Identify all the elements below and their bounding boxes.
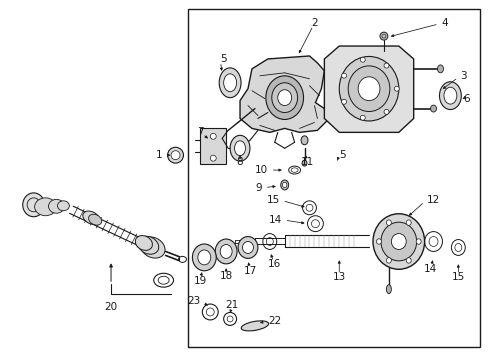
Text: 5: 5: [220, 54, 226, 64]
Ellipse shape: [138, 236, 159, 254]
Ellipse shape: [347, 66, 389, 112]
Text: 4: 4: [441, 18, 447, 28]
Text: 3: 3: [459, 71, 466, 81]
Ellipse shape: [393, 86, 399, 91]
Text: 19: 19: [193, 276, 206, 286]
Ellipse shape: [230, 135, 249, 161]
Text: 15: 15: [451, 272, 464, 282]
Text: 2: 2: [310, 18, 317, 28]
Ellipse shape: [282, 182, 286, 188]
Text: 11: 11: [300, 157, 313, 167]
Ellipse shape: [265, 76, 303, 120]
Ellipse shape: [339, 57, 398, 121]
Ellipse shape: [192, 244, 216, 271]
Text: 8: 8: [236, 157, 243, 167]
Text: 5: 5: [339, 150, 345, 160]
Ellipse shape: [301, 136, 307, 145]
Ellipse shape: [443, 87, 456, 104]
Text: 20: 20: [104, 302, 117, 312]
Ellipse shape: [406, 220, 410, 225]
Text: 12: 12: [426, 195, 439, 205]
Ellipse shape: [82, 211, 100, 224]
Ellipse shape: [210, 133, 216, 139]
Text: 23: 23: [187, 296, 200, 306]
Text: 6: 6: [462, 94, 469, 104]
Text: 18: 18: [219, 271, 232, 281]
Ellipse shape: [372, 214, 424, 269]
Ellipse shape: [386, 285, 390, 294]
Ellipse shape: [341, 99, 346, 104]
Text: 7: 7: [197, 127, 203, 138]
Ellipse shape: [167, 147, 183, 163]
Ellipse shape: [360, 115, 365, 120]
Ellipse shape: [386, 258, 390, 263]
Ellipse shape: [238, 237, 257, 258]
Ellipse shape: [429, 105, 436, 112]
Ellipse shape: [437, 65, 443, 73]
Ellipse shape: [171, 151, 180, 159]
Text: 10: 10: [254, 165, 267, 175]
Text: 1: 1: [156, 150, 163, 160]
Ellipse shape: [234, 141, 245, 156]
Ellipse shape: [220, 244, 232, 258]
Ellipse shape: [135, 235, 152, 250]
Ellipse shape: [415, 239, 420, 244]
Ellipse shape: [219, 68, 241, 98]
Ellipse shape: [380, 222, 416, 261]
Ellipse shape: [360, 57, 365, 62]
Ellipse shape: [379, 32, 387, 40]
Text: 21: 21: [225, 300, 238, 310]
Bar: [200, 129, 225, 164]
Ellipse shape: [223, 74, 236, 92]
Ellipse shape: [88, 214, 102, 225]
Ellipse shape: [35, 198, 56, 216]
Ellipse shape: [57, 201, 69, 211]
Text: 9: 9: [255, 183, 262, 193]
Ellipse shape: [241, 321, 268, 331]
Text: 22: 22: [267, 316, 281, 326]
Ellipse shape: [153, 273, 173, 287]
Ellipse shape: [140, 237, 165, 258]
Ellipse shape: [386, 220, 390, 225]
Text: 17: 17: [243, 266, 256, 276]
Ellipse shape: [280, 180, 288, 190]
Ellipse shape: [48, 199, 64, 213]
Ellipse shape: [383, 109, 388, 114]
Ellipse shape: [22, 193, 44, 217]
Text: 16: 16: [267, 259, 281, 269]
Ellipse shape: [341, 73, 346, 78]
Ellipse shape: [376, 239, 381, 244]
Ellipse shape: [439, 82, 460, 109]
Text: 13: 13: [332, 272, 345, 282]
Polygon shape: [240, 56, 326, 132]
Ellipse shape: [277, 90, 291, 105]
Ellipse shape: [383, 63, 388, 68]
Text: 14: 14: [423, 264, 436, 274]
Polygon shape: [324, 46, 413, 132]
Ellipse shape: [242, 242, 253, 253]
Ellipse shape: [271, 83, 297, 113]
Ellipse shape: [215, 239, 237, 264]
Ellipse shape: [210, 155, 216, 161]
Ellipse shape: [406, 258, 410, 263]
Bar: [188, 9, 479, 347]
Ellipse shape: [357, 77, 379, 100]
Ellipse shape: [390, 234, 406, 249]
Ellipse shape: [198, 250, 210, 265]
Ellipse shape: [302, 160, 306, 166]
Text: 15: 15: [266, 195, 279, 205]
Text: 14: 14: [268, 215, 281, 225]
